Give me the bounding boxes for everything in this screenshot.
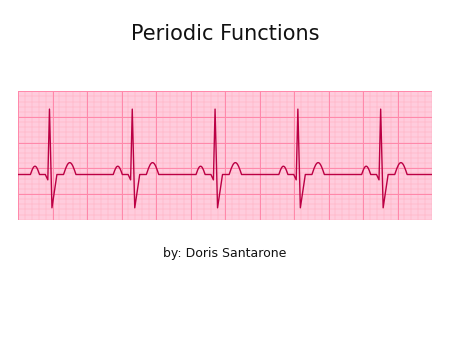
Text: by: Doris Santarone: by: Doris Santarone [163, 247, 287, 260]
Text: Periodic Functions: Periodic Functions [131, 24, 319, 44]
